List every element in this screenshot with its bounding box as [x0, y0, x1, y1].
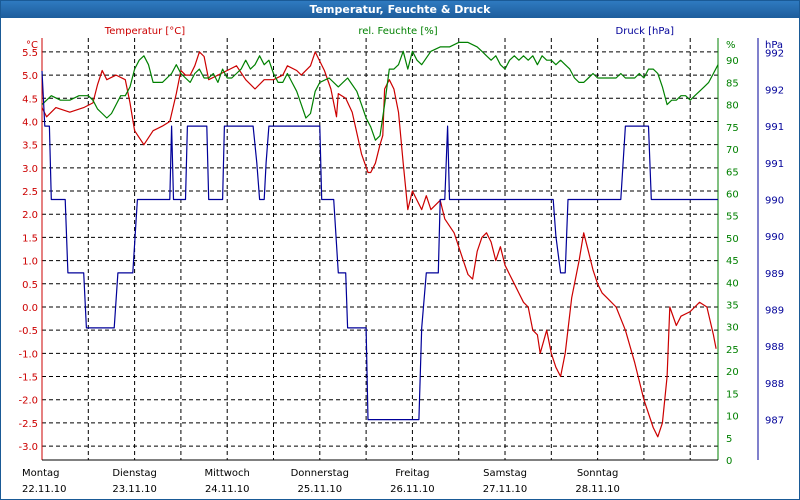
humidity-tick-label: 5	[726, 434, 732, 445]
x-day-label: Sonntag	[577, 468, 619, 479]
left-axis-unit: °C	[26, 40, 38, 51]
humidity-tick-label: 55	[726, 212, 739, 223]
x-date-label: 28.11.10	[575, 484, 620, 495]
humidity-tick-label: 85	[726, 78, 739, 89]
pressure-tick-label: 990	[765, 195, 784, 206]
humidity-tick-label: 90	[726, 56, 739, 67]
humidity-tick-label: 75	[726, 123, 739, 134]
left-tick-label: 2.0	[22, 210, 38, 221]
series-lines	[41, 41, 719, 438]
x-day-label: Samstag	[483, 468, 527, 479]
humidity-tick-label: 35	[726, 301, 739, 312]
chart-title: Temperatur, Feuchte & Druck	[1, 1, 799, 18]
pressure-tick-label: 988	[765, 342, 784, 353]
pressure-tick-label: 989	[765, 269, 784, 280]
left-tick-label: 0.0	[22, 303, 38, 314]
x-day-label: Mittwoch	[205, 468, 250, 479]
humidity-line	[41, 41, 719, 141]
humidity-tick-label: 0	[726, 456, 732, 467]
x-date-label: 22.11.10	[22, 484, 67, 495]
humidity-tick-label: 15	[726, 389, 739, 400]
left-tick-label: -1.5	[18, 373, 38, 384]
humidity-tick-label: 50	[726, 234, 739, 245]
left-tick-label: -1.0	[18, 349, 38, 360]
left-tick-label: 4.0	[22, 117, 38, 128]
humidity-tick-label: 45	[726, 256, 739, 267]
left-tick-label: 3.5	[22, 141, 38, 152]
humidity-tick-label: 65	[726, 167, 739, 178]
left-tick-label: 5.5	[22, 48, 38, 59]
pressure-tick-label: 991	[765, 159, 784, 170]
grid	[42, 38, 718, 460]
left-tick-label: 2.5	[22, 187, 38, 198]
pressure-line	[41, 70, 718, 421]
axis-lines	[41, 38, 759, 461]
left-axis-ticks: 5.5 5.0 4.5 4.0 3.5 3.0 2.5 2.0 1.5 1.0 0.5 0.0 -0.5…	[18, 48, 38, 453]
pressure-axis-unit: hPa	[765, 40, 783, 51]
humidity-axis-unit: %	[726, 40, 736, 51]
left-tick-label: 1.0	[22, 257, 38, 268]
humidity-tick-label: 20	[726, 367, 739, 378]
humidity-tick-label: 40	[726, 278, 739, 289]
humidity-tick-label: 70	[726, 145, 739, 156]
left-tick-label: 5.0	[22, 71, 38, 82]
temperature-line	[41, 51, 717, 438]
pressure-tick-label: 988	[765, 379, 784, 390]
x-day-label: Freitag	[395, 468, 429, 479]
pressure-tick-label: 991	[765, 122, 784, 133]
legend-label: Druck [hPa]	[616, 26, 675, 37]
pressure-tick-label: 987	[765, 416, 784, 427]
pressure-tick-label: 992	[765, 85, 784, 96]
pressure-axis-ticks: 992 992 991 991 990 990 989 989 988 988 987	[765, 49, 784, 427]
left-tick-label: 3.0	[22, 164, 38, 175]
x-day-label: Dienstag	[112, 468, 157, 479]
axis-headers: °C% hPa Temperatur [°C] rel. Feuchte [%] Dru…	[26, 26, 783, 51]
humidity-tick-label: 25	[726, 345, 739, 356]
legend-label: Temperatur [°C]	[104, 26, 185, 37]
humidity-tick-label: 30	[726, 323, 739, 334]
left-tick-label: -2.5	[18, 419, 38, 430]
x-axis-labels: Montag 22.11.10 Dienstag 23.11.10 Mittwoch 24…	[22, 468, 620, 495]
humidity-tick-label: 10	[726, 412, 739, 423]
x-date-label: 23.11.10	[112, 484, 157, 495]
legend-label: rel. Feuchte [%]	[358, 26, 437, 37]
x-day-label: Donnerstag	[291, 468, 349, 479]
pressure-tick-label: 990	[765, 232, 784, 243]
x-date-label: 24.11.10	[205, 484, 250, 495]
left-tick-label: -0.5	[18, 326, 38, 337]
pressure-tick-label: 992	[765, 49, 784, 60]
x-day-label: Montag	[22, 468, 59, 479]
left-tick-label: 0.5	[22, 280, 38, 291]
humidity-tick-label: 80	[726, 101, 739, 112]
x-date-label: 26.11.10	[390, 484, 435, 495]
left-tick-label: 4.5	[22, 94, 38, 105]
x-date-label: 25.11.10	[298, 484, 343, 495]
left-tick-label: -3.0	[18, 442, 38, 453]
x-date-label: 27.11.10	[483, 484, 528, 495]
left-tick-label: -2.0	[18, 396, 38, 407]
left-tick-label: 1.5	[22, 233, 38, 244]
humidity-tick-label: 60	[726, 189, 739, 200]
pressure-tick-label: 989	[765, 306, 784, 317]
